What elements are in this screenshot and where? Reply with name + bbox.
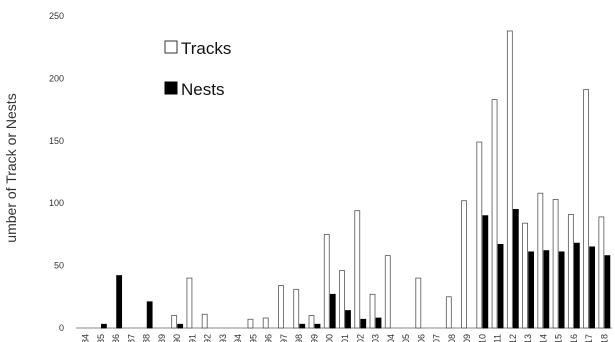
legend-swatch-nests xyxy=(164,81,178,95)
y-tick-label: 250 xyxy=(49,11,64,21)
x-tick-label: 2006 xyxy=(416,334,426,342)
bar-tracks xyxy=(384,255,391,329)
bar-nests xyxy=(177,323,184,329)
bar-tracks xyxy=(506,30,513,329)
y-tick-labels: 0 50 100 150 200 250 xyxy=(49,11,64,333)
x-tick-label: 2008 xyxy=(447,334,457,342)
x-tick-label: 2000 xyxy=(325,334,335,342)
bar-tracks xyxy=(537,192,544,329)
bar-nests xyxy=(299,323,306,329)
x-tick-label: 2001 xyxy=(340,334,350,342)
x-tick-label: 1987 xyxy=(126,334,136,342)
bar-tracks xyxy=(323,233,330,329)
bar-tracks xyxy=(339,270,345,329)
bar-tracks xyxy=(445,296,452,329)
y-axis-label: umber of Track or Nests xyxy=(3,93,19,242)
bar-tracks xyxy=(415,277,422,329)
x-tick-label: 2003 xyxy=(371,334,381,342)
legend-label-nests: Nests xyxy=(181,80,224,99)
bar-nests xyxy=(528,251,534,329)
bar-tracks xyxy=(278,285,284,329)
bar-nests xyxy=(589,246,596,329)
x-tick-label: 1991 xyxy=(187,334,197,342)
bar-tracks xyxy=(201,313,208,329)
x-tick-label: 2005 xyxy=(401,334,411,342)
y-tick-label: 100 xyxy=(49,198,64,208)
bar-nests xyxy=(116,275,123,329)
x-tick-label: 1993 xyxy=(218,334,228,342)
x-tick-label: 1999 xyxy=(309,334,319,342)
bar-nests xyxy=(558,251,565,329)
bar-nests xyxy=(543,250,550,329)
x-tick-label: 2014 xyxy=(538,334,548,342)
bar-tracks xyxy=(354,210,361,329)
bar-nests xyxy=(329,293,336,329)
y-tick-label: 50 xyxy=(54,261,64,271)
x-tick-label: 2016 xyxy=(569,334,579,342)
x-tick-label: 2017 xyxy=(584,334,594,342)
bar-tracks xyxy=(308,315,315,329)
y-tick-label: 200 xyxy=(49,73,64,83)
x-tick-label: 1998 xyxy=(294,334,304,342)
bar-nests xyxy=(512,209,519,329)
bar-nests xyxy=(604,255,611,329)
bar-tracks xyxy=(461,200,467,329)
legend-swatch-tracks xyxy=(164,40,178,54)
bar-nests xyxy=(573,242,580,329)
bar-tracks xyxy=(552,199,559,329)
x-tick-label: 2015 xyxy=(554,334,564,342)
bar-tracks xyxy=(567,214,574,329)
x-tick-label: 2011 xyxy=(493,334,503,342)
x-tick-label: 1984 xyxy=(81,334,91,342)
bar-tracks xyxy=(262,317,269,329)
bar-tracks xyxy=(247,318,254,329)
x-tick-label: 2009 xyxy=(462,334,472,342)
x-tick-label: 2007 xyxy=(432,334,442,342)
y-tick-label: 0 xyxy=(59,323,64,333)
x-tick-label: 1988 xyxy=(142,334,152,342)
x-tick-label: 1995 xyxy=(248,334,258,342)
x-tick-label: 1986 xyxy=(111,334,121,342)
x-tick-label: 2004 xyxy=(386,334,396,342)
bar-nests xyxy=(360,318,367,329)
bar-tracks xyxy=(522,222,528,329)
bar-nests xyxy=(497,243,504,329)
bar-nests xyxy=(482,215,489,329)
x-tick-label: 2012 xyxy=(508,334,518,342)
y-tick-label: 150 xyxy=(49,136,64,146)
x-tick-label: 1989 xyxy=(157,334,167,342)
x-tick-label: 1994 xyxy=(233,334,243,342)
bar-tracks xyxy=(293,288,300,329)
x-tick-label: 1985 xyxy=(96,334,106,342)
bar-nests xyxy=(146,301,153,329)
x-tick-label: 2010 xyxy=(477,334,487,342)
bar-nests xyxy=(375,317,382,329)
bars xyxy=(100,30,611,329)
bar-tracks xyxy=(369,293,376,329)
x-tick-label: 1992 xyxy=(203,334,213,342)
bar-tracks xyxy=(583,89,590,329)
legend-label-tracks: Tracks xyxy=(181,39,231,58)
bar-nests xyxy=(314,323,321,329)
bar-tracks xyxy=(476,141,483,329)
bar-tracks xyxy=(491,99,498,329)
bar-nests xyxy=(100,323,107,329)
x-tick-labels: 1984 1985 1986 1987 1988 1989 1990 1991 1992 1993… xyxy=(81,334,610,342)
bar-tracks xyxy=(186,277,193,329)
bar-tracks xyxy=(171,315,178,329)
x-tick-label: 2018 xyxy=(599,334,609,342)
bar-tracks xyxy=(598,216,605,329)
bar-nests xyxy=(345,310,351,329)
x-tick-label: 1996 xyxy=(264,334,274,342)
x-tick-label: 1990 xyxy=(172,334,182,342)
x-tick-label: 1997 xyxy=(279,334,289,342)
legend: Tracks Nests xyxy=(164,39,231,99)
x-tick-label: 2013 xyxy=(523,334,533,342)
